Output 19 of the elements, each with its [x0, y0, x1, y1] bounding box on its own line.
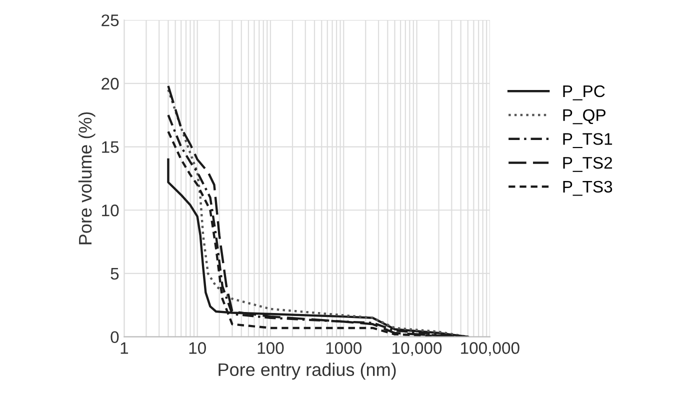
x-tick-label: 100: [258, 342, 284, 354]
x-axis-title: Pore entry radius (nm): [218, 362, 396, 380]
y-tick-label: 15: [102, 141, 119, 153]
y-axis-title: Pore volume (%): [78, 112, 96, 244]
x-tick-label: 1: [120, 342, 128, 354]
x-tick-label: 1000: [326, 342, 362, 354]
y-tick-label: 10: [102, 204, 119, 216]
x-tick-label: 10,000: [392, 342, 442, 356]
legend-label: P_PC: [563, 85, 605, 100]
legend-label: P_TS3: [563, 180, 612, 196]
y-tick-label: 25: [102, 14, 119, 26]
y-tick-label: 5: [110, 268, 119, 280]
y-tick-label: 0: [110, 331, 119, 344]
x-tick-label: 10: [189, 342, 206, 354]
legend-label: P_TS1: [563, 133, 612, 148]
legend-label: P_TS2: [563, 156, 612, 172]
legend-label: P_QP: [563, 109, 606, 124]
y-tick-label: 20: [102, 78, 119, 90]
x-tick-label: 100,000: [461, 342, 520, 356]
